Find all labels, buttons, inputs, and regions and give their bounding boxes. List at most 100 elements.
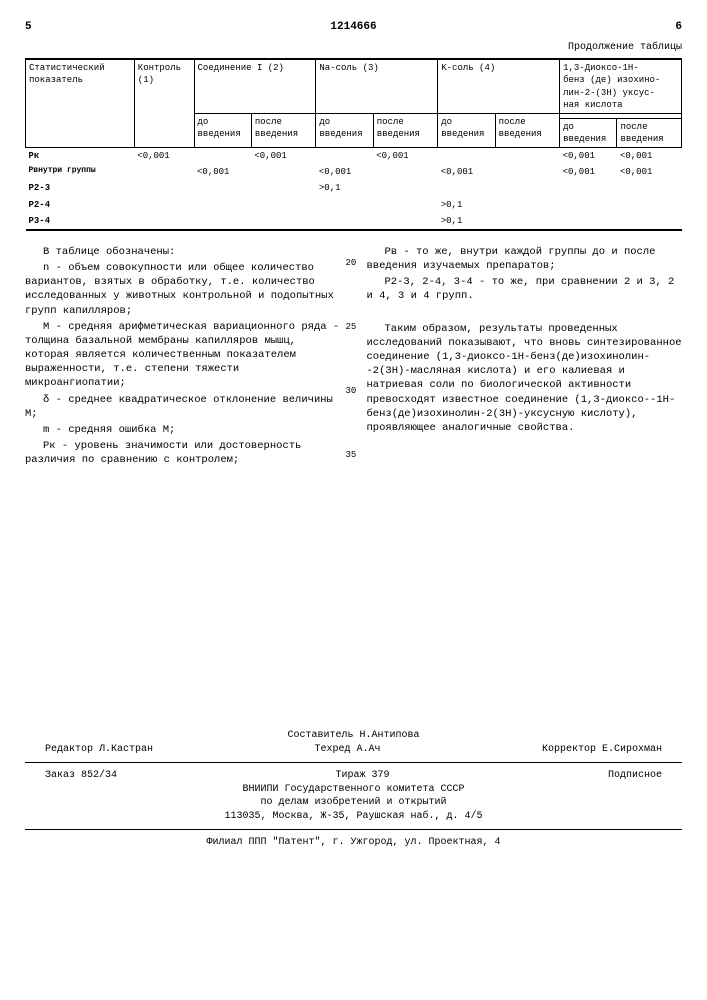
cell-value: [194, 197, 251, 213]
paragraph: δ - среднее квадратическое отклонение ве…: [25, 393, 341, 421]
sub-after: после введения: [251, 113, 316, 147]
cell-value: [194, 180, 251, 196]
cell-value: [251, 197, 316, 213]
paragraph: [367, 306, 683, 320]
cell-value: [495, 164, 560, 180]
cell-value: <0,001: [134, 148, 194, 165]
cell-value: [373, 180, 438, 196]
page-num-left: 5: [25, 20, 32, 35]
cell-value: <0,001: [194, 164, 251, 180]
org-line1: ВНИИПИ Государственного комитета СССР: [25, 783, 682, 797]
col-control: Контроль (1): [134, 59, 194, 147]
cell-value: <0,001: [438, 164, 495, 180]
paragraph: Pв - то же, внутри каждой группы до и по…: [367, 245, 683, 273]
data-table: Статистический показатель Контроль (1) С…: [25, 58, 682, 231]
cell-value: [251, 213, 316, 230]
tirage: Тираж 379: [335, 769, 389, 783]
corrector: Корректор Е.Сирохман: [542, 743, 662, 757]
col-stat-indicator: Статистический показатель: [26, 59, 135, 147]
cell-value: [251, 164, 316, 180]
paragraph: n - объем совокупности или общее количес…: [25, 261, 341, 318]
cell-value: [495, 180, 560, 196]
cell-value: <0,001: [373, 148, 438, 165]
cell-value: [316, 197, 373, 213]
line-num: 20: [346, 257, 357, 269]
cell-value: [495, 197, 560, 213]
cell-value: <0,001: [251, 148, 316, 165]
sub-before: до введения: [560, 118, 617, 147]
cell-value: <0,001: [560, 148, 617, 165]
cell-value: [194, 148, 251, 165]
cell-value: [194, 213, 251, 230]
footer: Составитель Н.Антипова Редактор Л.Кастра…: [25, 729, 682, 850]
row-label: P3-4: [26, 213, 135, 230]
table-continuation: Продолжение таблицы: [25, 41, 682, 55]
cell-value: [134, 180, 194, 196]
cell-value: [617, 180, 682, 196]
col-compound1: Соединение I (2): [194, 59, 316, 113]
page-num-right: 6: [675, 20, 682, 35]
cell-value: >0,1: [438, 197, 495, 213]
paragraph: Таким образом, результаты проведенных ис…: [367, 322, 683, 435]
paragraph: В таблице обозначены:: [25, 245, 341, 259]
line-num: 35: [346, 449, 357, 461]
cell-value: <0,001: [617, 148, 682, 165]
col-k-salt: K-соль (4): [438, 59, 560, 113]
row-label: P2-4: [26, 197, 135, 213]
cell-value: [134, 213, 194, 230]
address: 113035, Москва, Ж-35, Раушская наб., д. …: [25, 810, 682, 824]
table-row: Pк<0,001<0,001<0,001<0,001<0,001: [26, 148, 682, 165]
cell-value: [134, 164, 194, 180]
cell-value: <0,001: [316, 164, 373, 180]
paragraph: P2-3, 2-4, 3-4 - то же, при сравнении 2 …: [367, 275, 683, 303]
cell-value: [373, 213, 438, 230]
cell-value: [134, 197, 194, 213]
doc-number: 1214666: [330, 20, 376, 35]
row-label: Pвнутри группы: [26, 164, 135, 180]
order: Заказ 852/34: [45, 769, 117, 783]
cell-value: <0,001: [560, 164, 617, 180]
line-num: 25: [346, 321, 357, 333]
cell-value: [495, 213, 560, 230]
col-acid: 1,3-Диоксо-1H- бенз (де) изохино- лин-2-…: [560, 59, 682, 113]
table-row: Pвнутри группы<0,001<0,001<0,001<0,001<0…: [26, 164, 682, 180]
cell-value: [617, 197, 682, 213]
editor: Редактор Л.Кастран: [45, 743, 153, 757]
row-label: Pк: [26, 148, 135, 165]
table-row: P2-3 >0,1: [26, 180, 682, 196]
subscription: Подписное: [608, 769, 662, 783]
table-row: P3-4 >0,1: [26, 213, 682, 230]
right-column: Pв - то же, внутри каждой группы до и по…: [367, 245, 683, 470]
cell-value: >0,1: [316, 180, 373, 196]
page-header: 5 1214666 6: [25, 20, 682, 35]
cell-value: [316, 213, 373, 230]
cell-value: >0,1: [438, 213, 495, 230]
cell-value: [617, 213, 682, 230]
row-label: P2-3: [26, 180, 135, 196]
techred: Техред А.Ач: [314, 743, 380, 757]
body-text: В таблице обозначены: n - объем совокупно…: [25, 245, 682, 470]
cell-value: [251, 180, 316, 196]
org-line2: по делам изобретений и открытий: [25, 796, 682, 810]
sub-after: после введения: [373, 113, 438, 147]
paragraph: М - средняя арифметическая вариационного…: [25, 320, 341, 391]
cell-value: [560, 180, 617, 196]
cell-value: <0,001: [617, 164, 682, 180]
left-column: В таблице обозначены: n - объем совокупно…: [25, 245, 341, 470]
cell-value: [373, 197, 438, 213]
cell-value: [438, 180, 495, 196]
table-row: P2-4 >0,1: [26, 197, 682, 213]
sub-before: до введения: [438, 113, 495, 147]
cell-value: [316, 148, 373, 165]
cell-value: [373, 164, 438, 180]
cell-value: [495, 148, 560, 165]
table-body: Pк<0,001<0,001<0,001<0,001<0,001Pвнутри …: [26, 148, 682, 231]
col-na-salt: Na-соль (3): [316, 59, 438, 113]
branch: Филиал ППП "Патент", г. Ужгород, ул. Про…: [25, 836, 682, 850]
paragraph: Pк - уровень значимости или достоверност…: [25, 439, 341, 467]
compiler: Составитель Н.Антипова: [25, 729, 682, 743]
line-num: 30: [346, 385, 357, 397]
cell-value: [438, 148, 495, 165]
paragraph: m - средняя ошибка М;: [25, 423, 341, 437]
sub-before: до введения: [316, 113, 373, 147]
